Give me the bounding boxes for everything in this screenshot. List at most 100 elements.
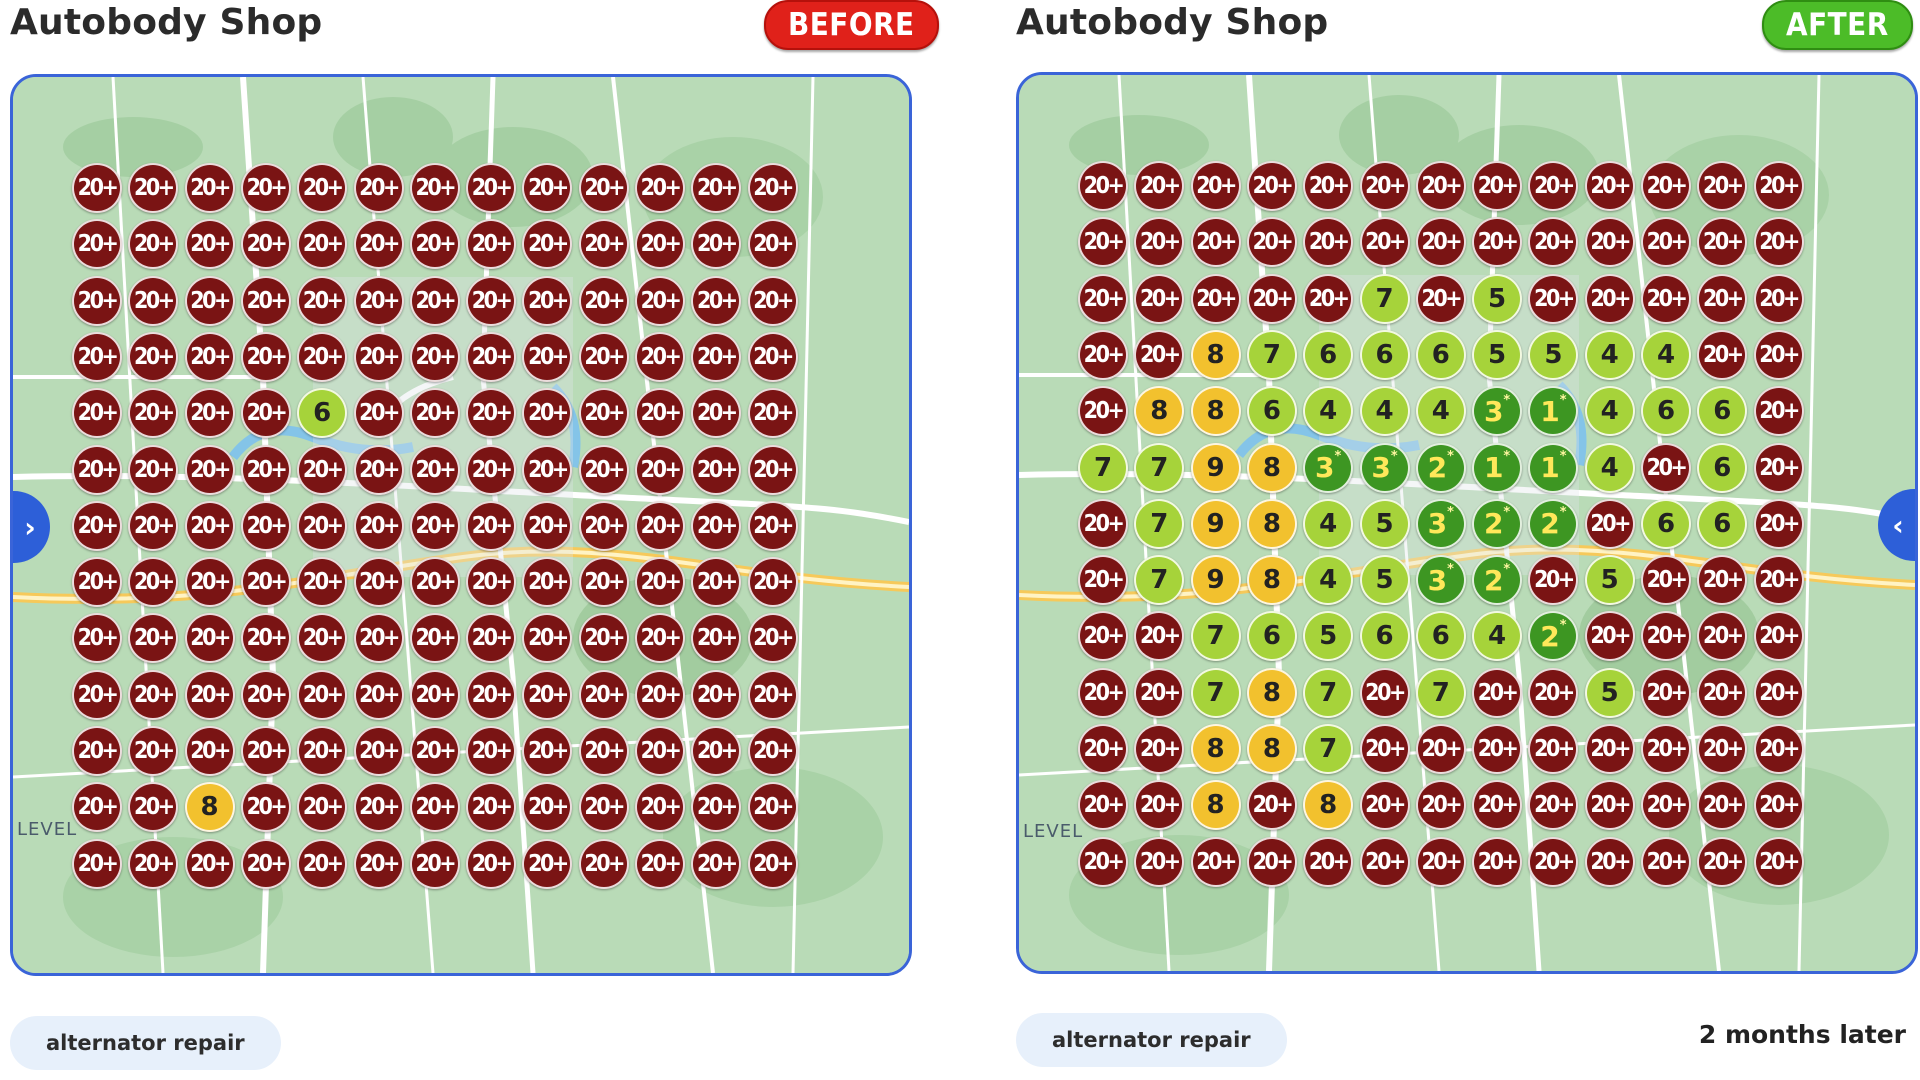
rank-pin[interactable]: 20+ <box>240 613 291 664</box>
rank-pin[interactable]: 20+ <box>1753 386 1804 437</box>
rank-pin[interactable]: 20+ <box>747 613 798 664</box>
rank-pin[interactable]: 20+ <box>128 444 179 495</box>
rank-pin[interactable]: 20+ <box>522 275 573 326</box>
rank-pin[interactable]: 20+ <box>1584 724 1635 774</box>
keyword-chip[interactable]: alternator repair <box>1016 1013 1287 1067</box>
rank-pin[interactable]: 20+ <box>1753 442 1804 493</box>
rank-pin[interactable]: 20+ <box>466 838 517 889</box>
rank-pin[interactable]: 20+ <box>466 557 517 608</box>
rank-pin[interactable]: 20+ <box>1359 161 1410 211</box>
rank-pin[interactable]: 20+ <box>522 500 573 551</box>
rank-pin[interactable]: 6 <box>1415 329 1466 380</box>
rank-pin[interactable]: 20+ <box>1134 217 1185 268</box>
rank-pin[interactable]: 20+ <box>1641 611 1691 662</box>
rank-pin[interactable]: 20+ <box>466 275 517 326</box>
rank-pin[interactable]: 20+ <box>747 444 798 495</box>
rank-pin[interactable]: 20+ <box>691 444 742 495</box>
rank-pin[interactable]: 20+ <box>1528 724 1579 774</box>
rank-pin[interactable]: 20+ <box>1359 217 1410 268</box>
rank-pin[interactable]: 20+ <box>409 782 460 833</box>
rank-pin[interactable]: 20+ <box>635 219 685 270</box>
rank-pin[interactable]: 20+ <box>72 669 122 720</box>
rank-pin[interactable]: 20+ <box>1753 329 1804 380</box>
rank-pin[interactable]: 20+ <box>353 557 404 608</box>
rank-pin[interactable]: 20+ <box>1359 667 1410 718</box>
rank-pin[interactable]: 20+ <box>1753 498 1804 549</box>
rank-pin[interactable]: 20+ <box>240 838 291 889</box>
rank-pin[interactable]: 20+ <box>466 669 517 720</box>
rank-pin[interactable]: 20+ <box>240 275 291 326</box>
rank-pin[interactable]: 20+ <box>1134 161 1185 211</box>
rank-pin[interactable]: 7 <box>1246 329 1297 380</box>
rank-pin[interactable]: 20+ <box>466 500 517 551</box>
rank-pin[interactable]: 20+ <box>409 838 460 889</box>
rank-pin[interactable]: 20+ <box>522 444 573 495</box>
rank-pin[interactable]: 6 <box>1246 386 1297 437</box>
rank-pin[interactable]: 6 <box>1697 442 1748 493</box>
rank-pin[interactable]: 20+ <box>297 782 348 833</box>
rank-pin[interactable]: 20+ <box>1134 667 1185 718</box>
rank-pin[interactable]: 20+ <box>72 838 122 889</box>
rank-pin[interactable]: 20+ <box>128 163 179 213</box>
rank-pin[interactable]: 20+ <box>522 669 573 720</box>
rank-pin[interactable]: 3 * <box>1415 498 1466 549</box>
rank-pin[interactable]: 20+ <box>1584 498 1635 549</box>
rank-pin[interactable]: 20+ <box>1753 555 1804 606</box>
rank-pin[interactable]: 20+ <box>747 275 798 326</box>
rank-pin[interactable]: 20+ <box>240 500 291 551</box>
rank-pin[interactable]: 20+ <box>1697 611 1748 662</box>
rank-pin[interactable]: 20+ <box>1078 498 1128 549</box>
rank-pin[interactable]: 20+ <box>522 331 573 382</box>
rank-pin[interactable]: 20+ <box>691 275 742 326</box>
rank-pin[interactable]: 4 <box>1584 442 1635 493</box>
rank-pin[interactable]: 20+ <box>466 388 517 439</box>
rank-pin[interactable]: 20+ <box>1472 217 1523 268</box>
rank-pin[interactable]: 7 <box>1190 667 1241 718</box>
rank-pin[interactable]: 20+ <box>1584 780 1635 831</box>
rank-pin[interactable]: 8 <box>1134 386 1185 437</box>
rank-pin[interactable]: 20+ <box>522 782 573 833</box>
rank-pin[interactable]: 20+ <box>1753 273 1804 324</box>
rank-pin[interactable]: 5 <box>1584 667 1635 718</box>
rank-pin[interactable]: 8 <box>1190 724 1241 774</box>
rank-pin[interactable]: 7 <box>1415 667 1466 718</box>
rank-pin[interactable]: 20+ <box>297 331 348 382</box>
rank-pin[interactable]: 20+ <box>1134 836 1185 887</box>
rank-pin[interactable]: 20+ <box>1415 836 1466 887</box>
rank-pin[interactable]: 2 * <box>1415 442 1466 493</box>
rank-pin[interactable]: 8 <box>1303 780 1354 831</box>
rank-pin[interactable]: 20+ <box>240 388 291 439</box>
rank-pin[interactable]: 20+ <box>522 726 573 776</box>
rank-pin[interactable]: 20+ <box>635 500 685 551</box>
rank-pin[interactable]: 5 <box>1303 611 1354 662</box>
rank-pin[interactable]: 20+ <box>1359 780 1410 831</box>
rank-pin[interactable]: 20+ <box>409 388 460 439</box>
rank-pin[interactable]: 20+ <box>1472 780 1523 831</box>
rank-pin[interactable]: 20+ <box>1641 442 1691 493</box>
rank-pin[interactable]: 20+ <box>578 219 629 270</box>
rank-pin[interactable]: 20+ <box>635 163 685 213</box>
rank-pin[interactable]: 5 <box>1528 329 1579 380</box>
rank-pin[interactable]: 20+ <box>466 726 517 776</box>
rank-pin[interactable]: 6 <box>1303 329 1354 380</box>
rank-pin[interactable]: 20+ <box>297 726 348 776</box>
rank-pin[interactable]: 20+ <box>1528 217 1579 268</box>
rank-pin[interactable]: 20+ <box>1303 836 1354 887</box>
rank-pin[interactable]: 20+ <box>184 726 235 776</box>
rank-pin[interactable]: 20+ <box>1078 724 1128 774</box>
rank-pin[interactable]: 20+ <box>466 163 517 213</box>
rank-pin[interactable]: 20+ <box>747 388 798 439</box>
rank-pin[interactable]: 20+ <box>1584 273 1635 324</box>
rank-pin[interactable]: 6 <box>1246 611 1297 662</box>
rank-pin[interactable]: 20+ <box>353 388 404 439</box>
rank-pin[interactable]: 6 <box>1415 611 1466 662</box>
rank-pin[interactable]: 20+ <box>353 219 404 270</box>
rank-pin[interactable]: 20+ <box>691 388 742 439</box>
rank-pin[interactable]: 20+ <box>1303 161 1354 211</box>
rank-pin[interactable]: 20+ <box>1641 780 1691 831</box>
rank-pin[interactable]: 20+ <box>1359 724 1410 774</box>
rank-pin[interactable]: 7 <box>1134 442 1185 493</box>
rank-pin[interactable]: 1 * <box>1528 386 1579 437</box>
rank-pin[interactable]: 7 <box>1359 273 1410 324</box>
rank-pin[interactable]: 3 * <box>1303 442 1354 493</box>
